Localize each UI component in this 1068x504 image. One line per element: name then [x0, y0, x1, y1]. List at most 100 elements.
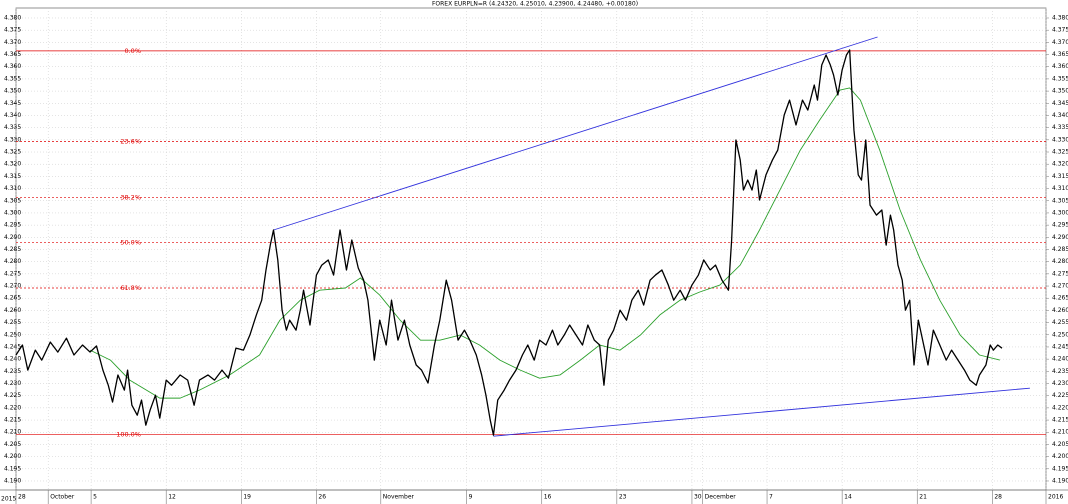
y-tick-label: 4.270	[4, 283, 21, 290]
x-tick-label: 19	[243, 494, 251, 501]
y-tick-label: 4.225	[1052, 392, 1068, 399]
y-tick-label: 4.270	[1052, 283, 1068, 290]
fibonacci-label: 38.2%	[120, 194, 141, 202]
fibonacci-label: 100.0%	[116, 431, 141, 439]
y-tick-label: 4.250	[1052, 331, 1068, 338]
y-tick-label: 4.355	[4, 75, 21, 82]
y-tick-label: 4.380	[4, 14, 21, 21]
price-line	[15, 49, 1003, 436]
y-tick-label: 4.345	[4, 100, 21, 107]
y-tick-label: 4.280	[4, 258, 21, 265]
x-tick-label: 7	[769, 494, 773, 501]
y-tick-label: 4.280	[1052, 258, 1068, 265]
y-tick-label: 4.305	[1052, 197, 1068, 204]
x-year-label: 2015	[1, 496, 16, 503]
y-tick-label: 4.315	[1052, 173, 1068, 180]
y-tick-label: 4.195	[1052, 465, 1068, 472]
y-tick-label: 4.310	[4, 185, 21, 192]
y-tick-label: 4.200	[4, 453, 21, 460]
y-tick-label: 4.255	[1052, 319, 1068, 326]
y-tick-label: 4.195	[4, 465, 21, 472]
fibonacci-label: 0.0%	[124, 47, 141, 55]
y-tick-label: 4.255	[4, 319, 21, 326]
y-tick-label: 4.240	[1052, 356, 1068, 363]
y-tick-label: 4.210	[4, 429, 21, 436]
price-line	[89, 87, 1000, 399]
y-tick-label: 4.240	[4, 356, 21, 363]
x-tick-label: December	[705, 494, 737, 501]
x-tick-label: October	[50, 494, 75, 501]
y-tick-label: 4.205	[4, 441, 21, 448]
y-tick-label: 4.370	[1052, 39, 1068, 46]
y-tick-label: 4.205	[1052, 441, 1068, 448]
y-tick-label: 4.340	[1052, 112, 1068, 119]
x-tick-label: 23	[619, 494, 627, 501]
y-tick-label: 4.190	[4, 477, 21, 484]
y-tick-label: 4.245	[1052, 343, 1068, 350]
chart-title: FOREX EURPLN=R (4.24320, 4.25010, 4.2390…	[432, 1, 638, 8]
y-tick-label: 4.215	[1052, 417, 1068, 424]
y-tick-label: 4.350	[4, 88, 21, 95]
y-tick-label: 4.250	[4, 331, 21, 338]
y-tick-label: 4.235	[4, 368, 21, 375]
y-tick-label: 4.310	[1052, 185, 1068, 192]
x-tick-label: 21	[919, 494, 927, 501]
y-tick-label: 4.360	[4, 63, 21, 70]
y-tick-label: 4.360	[1052, 63, 1068, 70]
y-tick-label: 4.325	[4, 149, 21, 156]
y-tick-label: 4.235	[1052, 368, 1068, 375]
x-tick-label: 16	[544, 494, 552, 501]
trend-line	[493, 387, 1030, 437]
y-tick-label: 4.265	[4, 295, 21, 302]
y-tick-label: 4.315	[4, 173, 21, 180]
y-tick-label: 4.265	[1052, 295, 1068, 302]
y-tick-label: 4.285	[1052, 246, 1068, 253]
y-tick-label: 4.275	[1052, 270, 1068, 277]
y-tick-label: 4.215	[4, 417, 21, 424]
y-tick-label: 4.220	[1052, 404, 1068, 411]
y-tick-label: 4.375	[4, 27, 21, 34]
trend-line	[273, 36, 878, 231]
fibonacci-label: 23.6%	[120, 138, 141, 146]
x-tick-label: 14	[844, 494, 852, 501]
y-tick-label: 4.210	[1052, 429, 1068, 436]
y-tick-label: 4.200	[1052, 453, 1068, 460]
x-tick-label: 28	[18, 494, 26, 501]
x-tick-label: 12	[168, 494, 176, 501]
y-tick-label: 4.260	[1052, 307, 1068, 314]
y-tick-label: 4.330	[4, 136, 21, 143]
y-tick-label: 4.370	[4, 39, 21, 46]
y-tick-label: 4.275	[4, 270, 21, 277]
y-tick-label: 4.320	[1052, 161, 1068, 168]
y-tick-label: 4.365	[4, 51, 21, 58]
x-tick-label: 30	[694, 494, 702, 501]
y-tick-label: 4.345	[1052, 100, 1068, 107]
y-tick-label: 4.230	[4, 380, 21, 387]
y-tick-label: 4.330	[1052, 136, 1068, 143]
y-tick-label: 4.295	[4, 222, 21, 229]
y-tick-label: 4.220	[4, 404, 21, 411]
x-tick-label: 9	[469, 494, 473, 501]
y-tick-label: 4.325	[1052, 149, 1068, 156]
y-tick-label: 4.365	[1052, 51, 1068, 58]
y-tick-label: 4.260	[4, 307, 21, 314]
y-tick-label: 4.335	[4, 124, 21, 131]
y-tick-label: 4.320	[4, 161, 21, 168]
fibonacci-label: 61.8%	[120, 284, 141, 292]
y-tick-label: 4.375	[1052, 27, 1068, 34]
y-tick-label: 4.290	[1052, 234, 1068, 241]
plot-frame	[15, 7, 1047, 491]
y-tick-label: 4.300	[1052, 209, 1068, 216]
y-tick-label: 4.380	[1052, 14, 1068, 21]
y-tick-label: 4.285	[4, 246, 21, 253]
y-tick-label: 4.355	[1052, 75, 1068, 82]
fibonacci-label: 50.0%	[120, 239, 141, 247]
y-tick-label: 4.190	[1052, 477, 1068, 484]
y-tick-label: 4.295	[1052, 222, 1068, 229]
x-tick-label: 26	[318, 494, 326, 501]
y-tick-label: 4.350	[1052, 88, 1068, 95]
x-tick-label: November	[383, 494, 415, 501]
y-tick-label: 4.305	[4, 197, 21, 204]
x-tick-label: 2016	[1048, 494, 1063, 501]
y-tick-label: 4.300	[4, 209, 21, 216]
